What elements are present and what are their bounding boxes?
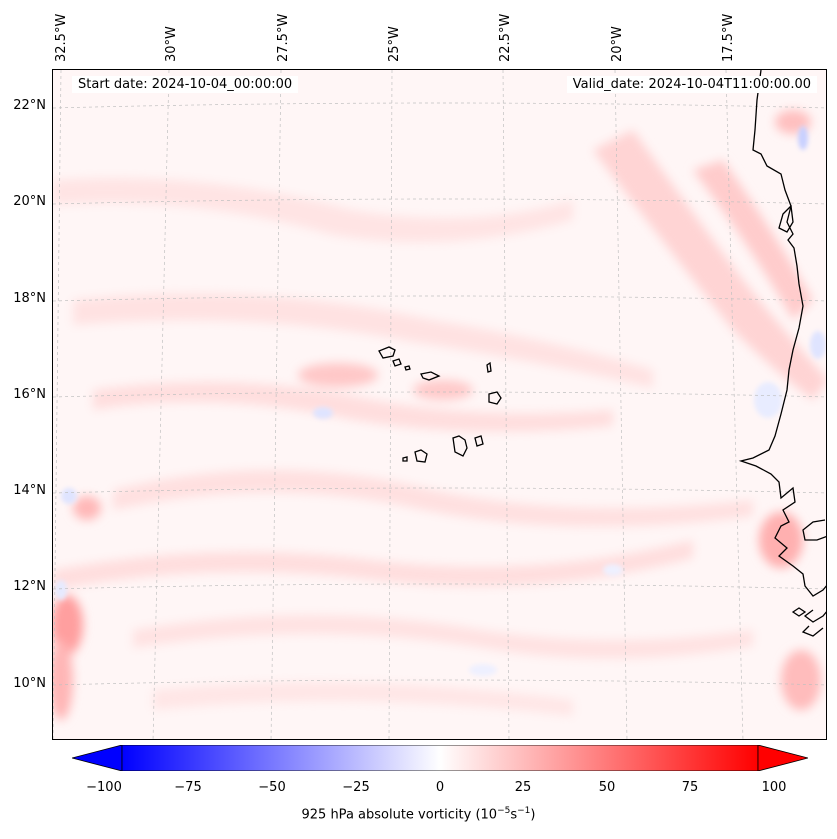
cape-verde-islands: [378, 346, 502, 463]
colorbar-low-extend: [72, 745, 123, 771]
lon-label-17-5w: 17.5°W: [721, 13, 736, 62]
colorbar-tick: −50: [258, 780, 286, 795]
vorticity-map: [53, 70, 826, 739]
lon-label-22-5w: 22.5°W: [498, 13, 513, 62]
lon-label-20w: 20°W: [610, 26, 625, 62]
colorbar-tick: 75: [681, 780, 699, 795]
lat-label-10n: 10°N: [13, 676, 46, 691]
lat-label-22n: 22°N: [13, 98, 46, 113]
vorticity-field: [53, 110, 826, 720]
colorbar-label: 925 hPa absolute vorticity (10−5s−1): [301, 806, 536, 823]
colorbar: [72, 745, 808, 771]
lon-label-25w: 25°W: [387, 26, 402, 62]
gridlines: [53, 70, 826, 739]
colorbar-high-extend: [757, 745, 808, 771]
colorbar-tick: 25: [514, 780, 532, 795]
lat-label-18n: 18°N: [13, 291, 46, 306]
africa-coastline: [738, 70, 826, 637]
valid-date-label: Valid_date: 2024-10-04T11:00:00.00: [566, 76, 817, 93]
lat-label-16n: 16°N: [13, 387, 46, 402]
map-panel[interactable]: [52, 69, 827, 740]
colorbar-tick: −75: [174, 780, 202, 795]
lat-label-14n: 14°N: [13, 483, 46, 498]
start-date-label: Start date: 2024-10-04_00:00:00: [72, 76, 299, 93]
lon-label-30w: 30°W: [164, 26, 179, 62]
colorbar-tick: 0: [435, 780, 445, 795]
colorbar-tick: −100: [86, 780, 122, 795]
lat-label-20n: 20°N: [13, 194, 46, 209]
colorbar-tick: 100: [761, 780, 787, 795]
colorbar-gradient: [121, 745, 759, 771]
lon-label-27-5w: 27.5°W: [276, 13, 291, 62]
colorbar-tick: 50: [598, 780, 616, 795]
lat-label-12n: 12°N: [13, 579, 46, 594]
negative-vorticity-patches: [55, 126, 826, 676]
lon-label-32-5w: 32.5°W: [54, 13, 69, 62]
colorbar-tick: −25: [342, 780, 370, 795]
